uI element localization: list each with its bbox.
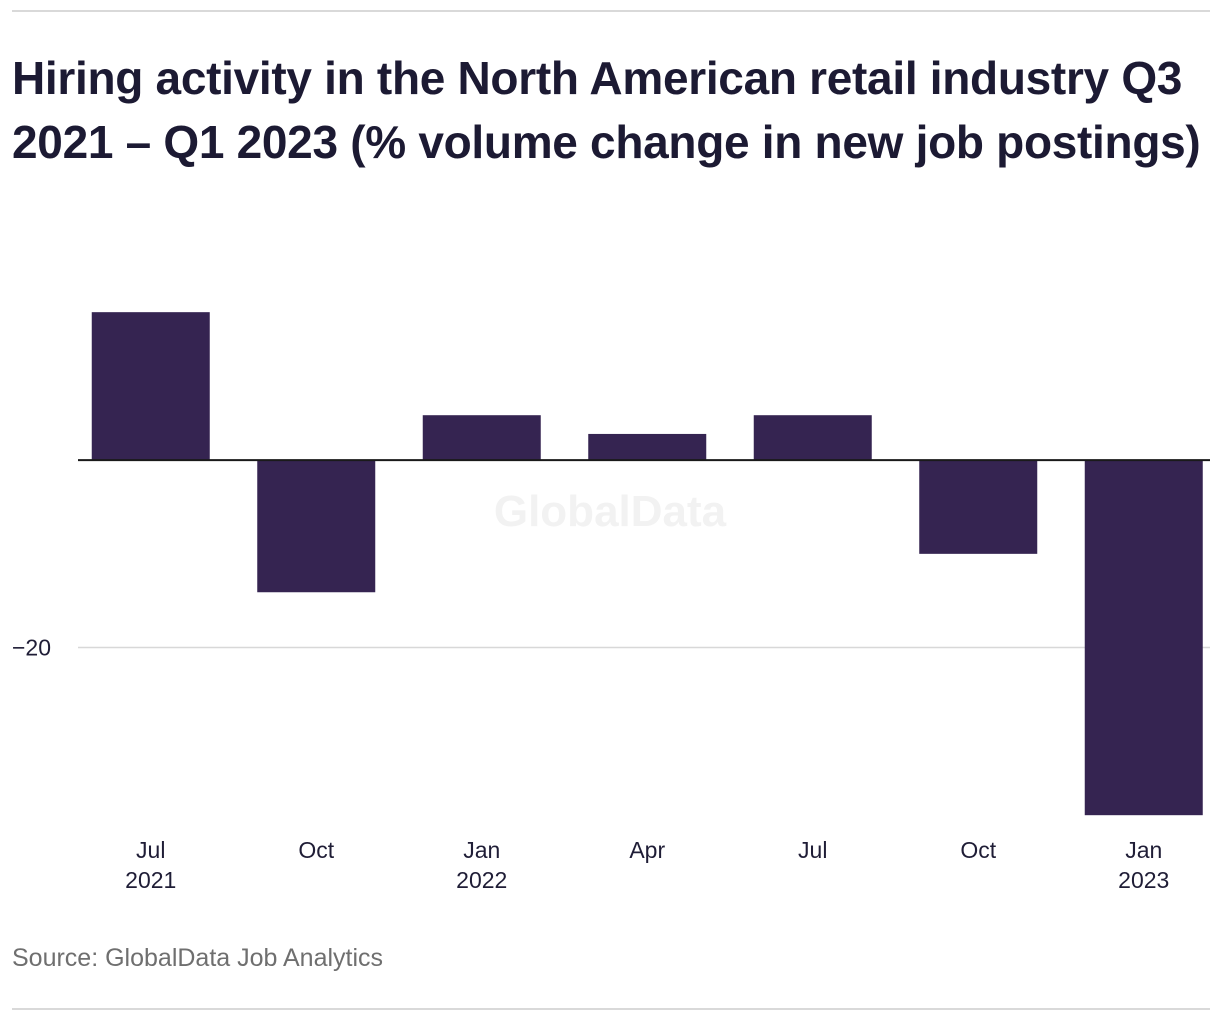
bottom-rule — [12, 1008, 1210, 1010]
bar — [1084, 460, 1203, 816]
x-tick-label: Apr — [629, 837, 665, 863]
x-tick-label: Jan — [1125, 837, 1162, 863]
x-tick-label: Jan — [463, 837, 500, 863]
bar — [91, 312, 210, 461]
x-tick-label: Oct — [298, 837, 334, 863]
bars — [91, 312, 1203, 816]
watermark: GlobalData — [494, 487, 727, 536]
chart-title: Hiring activity in the North American re… — [12, 52, 1201, 168]
x-tick-year-label: 2022 — [456, 867, 507, 893]
bar — [588, 433, 707, 461]
bar — [422, 415, 541, 461]
source-note: Source: GlobalData Job Analytics — [12, 944, 384, 972]
bar — [257, 460, 376, 593]
x-tick-label: Jul — [136, 837, 165, 863]
top-rule — [12, 10, 1210, 12]
y-tick-label: −20 — [12, 635, 51, 661]
x-tick-label: Jul — [798, 837, 827, 863]
bar — [919, 460, 1038, 554]
x-axis-labels: Jul 2021 Oct Jan 2022 Apr Jul Oct Jan 2023 — [125, 837, 1169, 893]
y-axis-labels: −20 — [12, 635, 51, 661]
x-tick-year-label: 2021 — [125, 867, 176, 893]
x-tick-label: Oct — [960, 837, 996, 863]
bar — [753, 415, 872, 461]
x-tick-year-label: 2023 — [1118, 867, 1169, 893]
